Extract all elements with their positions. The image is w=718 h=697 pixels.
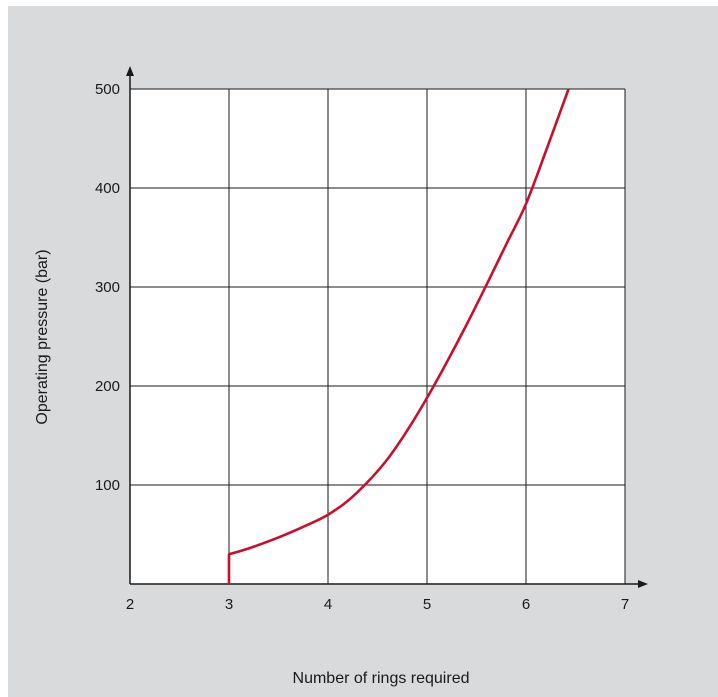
y-tick-label: 100: [95, 477, 120, 494]
x-axis-arrow: [638, 580, 648, 588]
y-tick-label: 400: [95, 180, 120, 197]
x-tick-labels: 2 3 4 5 6 7: [126, 596, 629, 613]
plot-area: [130, 89, 625, 584]
x-tick-label: 4: [324, 596, 332, 613]
y-tick-label: 300: [95, 279, 120, 296]
y-tick-label: 200: [95, 378, 120, 395]
x-tick-label: 7: [621, 596, 629, 613]
x-tick-label: 3: [225, 596, 233, 613]
x-tick-label: 5: [423, 596, 431, 613]
x-axis-label: Number of rings required: [293, 670, 470, 687]
y-tick-label: 500: [95, 81, 120, 98]
x-tick-label: 6: [522, 596, 530, 613]
y-axis-label: Operating pressure (bar): [34, 249, 51, 424]
y-tick-labels: 100 200 300 400 500: [95, 81, 120, 494]
x-tick-label: 2: [126, 596, 134, 613]
y-axis-arrow: [126, 66, 134, 76]
